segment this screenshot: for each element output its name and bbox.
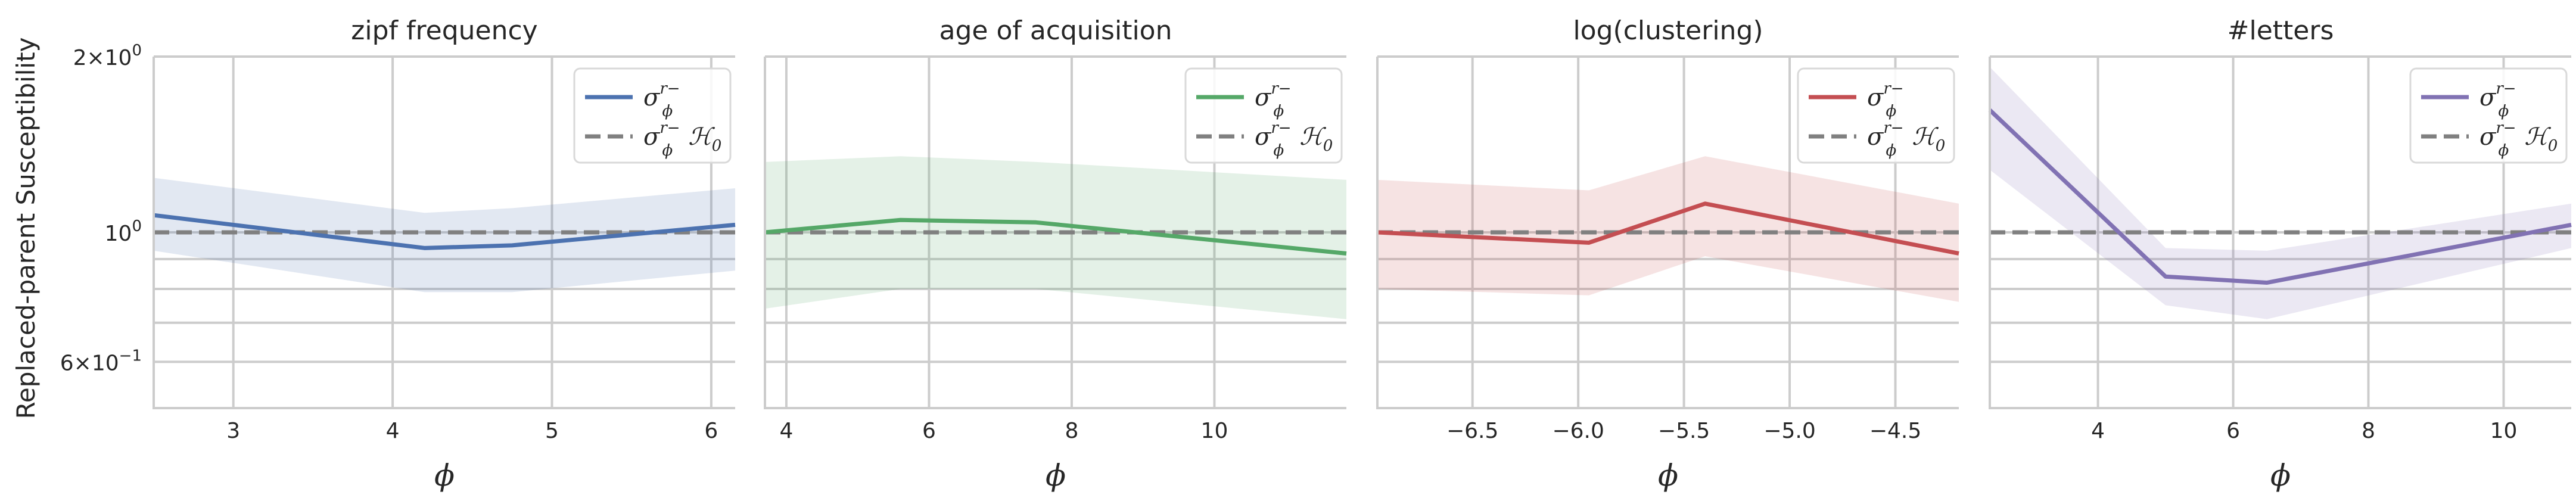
x-tick-label: 10 [2490, 419, 2518, 443]
confidence-band [765, 156, 1346, 319]
legend-label-series: σr− ϕ [1867, 80, 1904, 120]
series-line [153, 213, 736, 250]
x-tick-label: −6.0 [1552, 419, 1604, 443]
legend: σr− ϕσr− ϕ ℋ0 [1797, 67, 1955, 164]
axis-spines [764, 57, 1346, 409]
panel-title: zipf frequency [351, 15, 537, 46]
panel-title: age of acquisition [939, 15, 1172, 46]
axis-spines [1989, 57, 2571, 409]
x-tick-label: 4 [386, 419, 400, 443]
confidence-band [154, 178, 735, 293]
panel-log-clustering: log(clustering) −6.5 −6.0 −5.5 −5.0 −4.5 σr− ϕσ… [1376, 15, 1959, 493]
x-tick-label: 8 [2362, 419, 2375, 443]
legend-label-null: σr− ϕ ℋ0 [643, 119, 721, 160]
legend: σr− ϕσr− ϕ ℋ0 [573, 67, 732, 164]
confidence-band [1990, 67, 2571, 319]
legend-label-null: σr− ϕ ℋ0 [1867, 119, 1945, 160]
panel-title: log(clustering) [1573, 15, 1763, 46]
y-tick-label: 6×10−1 [60, 347, 142, 375]
legend-frame [2409, 67, 2568, 164]
panel-letters: #letters 4 6 8 10 σr− ϕσr− ϕ ℋ0 ϕ [1988, 15, 2572, 493]
series-line [1377, 201, 1959, 256]
legend-frame [1184, 67, 1343, 164]
x-tick-label: 3 [226, 419, 240, 443]
x-axis-label: ϕ [1046, 458, 1066, 493]
x-tick-label: 10 [1201, 419, 1228, 443]
y-axis-label: Replaced-parent Susceptibility [11, 38, 41, 419]
y-tick-labels: 2×100 100 6×10−1 [60, 42, 142, 375]
legend-label-null: σr− ϕ ℋ0 [1255, 119, 1333, 160]
confidence-band [1377, 156, 1959, 302]
y-tick-label: 100 [105, 217, 142, 246]
x-axis-label: ϕ [434, 458, 455, 493]
x-tick-label: −4.5 [1869, 419, 1921, 443]
series-line [1988, 108, 2572, 285]
series-line [764, 217, 1347, 256]
x-axis-label: ϕ [2270, 458, 2291, 493]
panel-age-of-acquisition: age of acquisition 4 6 8 10 σr− ϕσr− ϕ ℋ0 ϕ [764, 15, 1347, 493]
x-tick-label: −5.0 [1763, 419, 1815, 443]
legend: σr− ϕσr− ϕ ℋ0 [2409, 67, 2568, 164]
legend-frame [573, 67, 732, 164]
x-tick-label: 4 [779, 419, 793, 443]
x-tick-label: −5.5 [1658, 419, 1710, 443]
legend: σr− ϕσr− ϕ ℋ0 [1184, 67, 1343, 164]
legend-label-series: σr− ϕ [2479, 80, 2516, 120]
legend-label-series: σr− ϕ [1255, 80, 1292, 120]
axis-spines [153, 57, 735, 409]
legend-label-null: σr− ϕ ℋ0 [2479, 119, 2558, 160]
x-tick-label: −6.5 [1446, 419, 1498, 443]
legend-label-series: σr− ϕ [643, 80, 680, 120]
y-tick-label: 2×100 [73, 42, 142, 70]
x-tick-label: 5 [545, 419, 559, 443]
x-tick-label: 6 [2226, 419, 2240, 443]
panel-title: #letters [2227, 15, 2334, 46]
panel-zipf-frequency: zipf frequency 3 4 5 6 σr− ϕσr− ϕ ℋ0 ϕ [153, 15, 736, 493]
legend-frame [1797, 67, 1955, 164]
x-tick-label: 8 [1065, 419, 1078, 443]
x-tick-label: 6 [922, 419, 936, 443]
x-tick-label: 6 [704, 419, 718, 443]
x-tick-label: 4 [2091, 419, 2105, 443]
x-axis-label: ϕ [1658, 458, 1678, 493]
axis-spines [1376, 57, 1959, 409]
